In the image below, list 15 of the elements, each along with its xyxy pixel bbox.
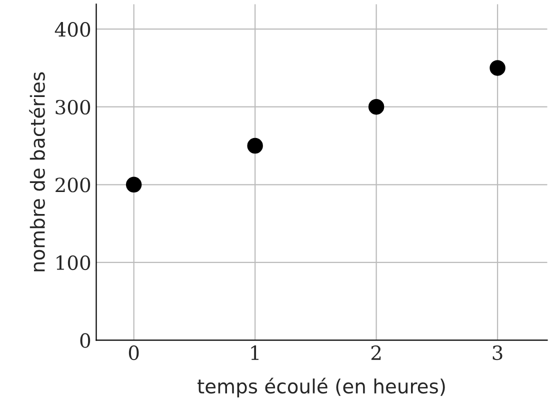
point — [247, 138, 263, 154]
point — [126, 176, 142, 193]
x-axis-title: temps écoulé (en heures) — [198, 378, 445, 398]
y-axis-title: nombre de bactéries — [29, 72, 45, 272]
point — [368, 99, 384, 115]
point — [490, 60, 506, 76]
y-tick-label: 400 — [54, 22, 90, 37]
y-tick-label: 200 — [56, 178, 90, 192]
y-tick-label: 100 — [56, 255, 90, 270]
x-tick-label: 0 — [128, 345, 139, 360]
x-tick-label: 3 — [492, 345, 502, 360]
x-tick-label: 1 — [251, 345, 258, 360]
x-tick-label: 2 — [371, 345, 381, 360]
y-tick-label: 0 — [80, 333, 90, 348]
y-tick-label: 300 — [56, 100, 90, 115]
